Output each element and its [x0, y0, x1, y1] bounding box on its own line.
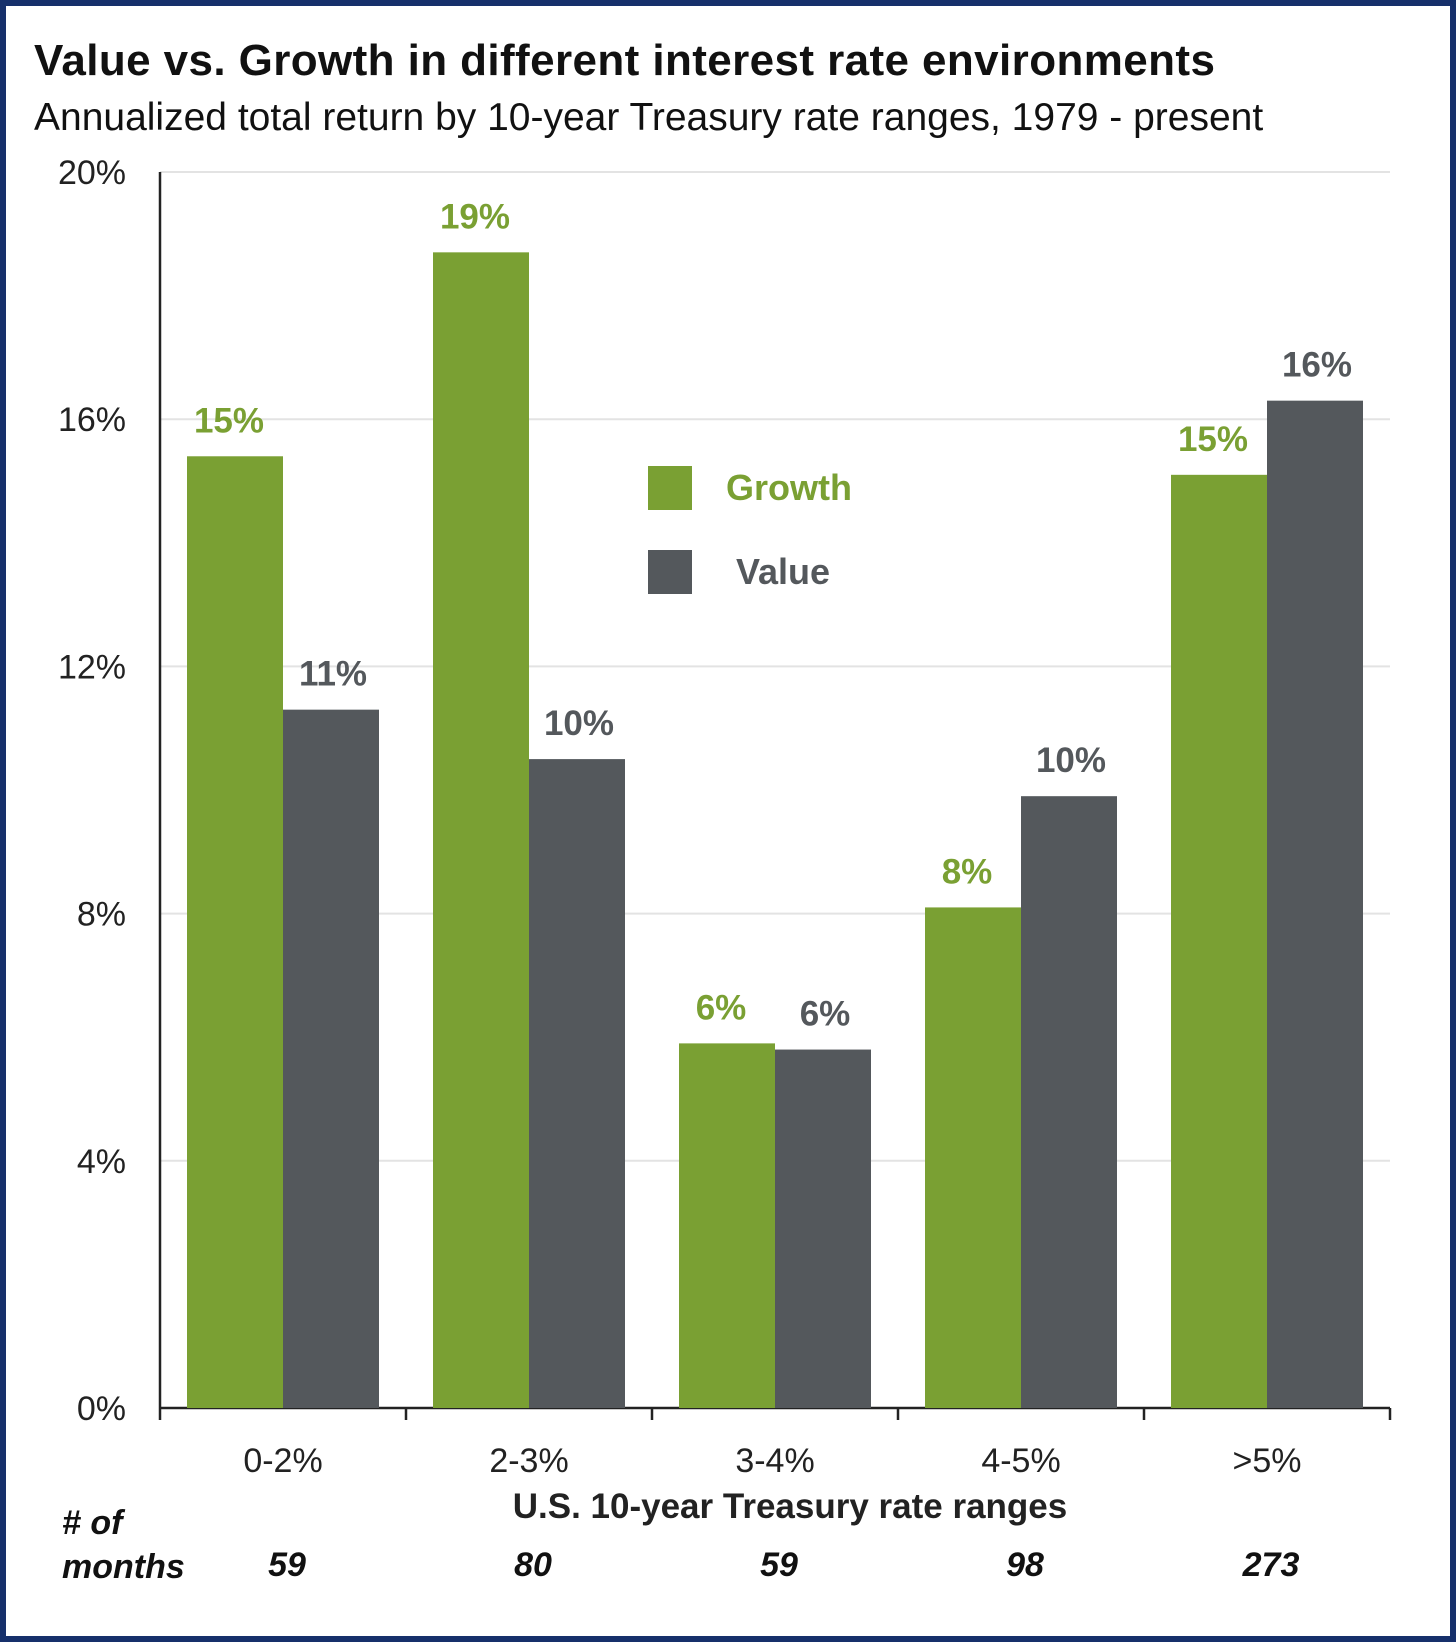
data-label-growth: 15%	[194, 401, 264, 440]
y-tick-label: 12%	[58, 648, 126, 686]
data-label-value: 6%	[800, 995, 851, 1034]
x-tick-label: 2-3%	[489, 1442, 568, 1480]
data-label-growth: 19%	[440, 197, 510, 236]
legend-swatch-growth	[648, 466, 692, 510]
months-value: 59	[760, 1546, 798, 1584]
y-tick-label: 20%	[58, 154, 126, 192]
legend-swatch-value	[648, 550, 692, 594]
y-tick-label: 8%	[77, 896, 126, 934]
bar-value	[1267, 400, 1363, 1408]
bar-value	[529, 759, 625, 1408]
months-value: 98	[1006, 1546, 1044, 1584]
months-label: # of	[62, 1504, 126, 1542]
bar-growth	[433, 252, 529, 1409]
data-label-growth: 15%	[1178, 420, 1248, 459]
x-axis-title: U.S. 10-year Treasury rate ranges	[513, 1487, 1067, 1526]
months-value: 59	[268, 1546, 306, 1584]
bar-value	[1021, 796, 1117, 1408]
x-tick-label: 4-5%	[981, 1442, 1060, 1480]
bar-growth	[925, 907, 1021, 1408]
bar-value	[283, 709, 379, 1408]
bar-value	[775, 1049, 871, 1408]
y-tick-label: 4%	[77, 1143, 126, 1181]
data-label-value: 16%	[1282, 346, 1352, 385]
bar-growth	[187, 456, 283, 1408]
x-tick-label: 3-4%	[735, 1442, 814, 1480]
legend-label-growth: Growth	[726, 467, 852, 508]
x-tick-label: >5%	[1233, 1442, 1302, 1480]
bar-growth	[1171, 474, 1267, 1408]
x-tick-label: 0-2%	[243, 1442, 322, 1480]
y-tick-label: 16%	[58, 401, 126, 439]
bar-growth	[679, 1043, 775, 1408]
y-tick-label: 0%	[77, 1390, 126, 1428]
data-label-growth: 6%	[696, 988, 747, 1027]
months-label: months	[62, 1548, 185, 1586]
data-label-value: 10%	[544, 704, 614, 743]
months-value: 80	[514, 1546, 552, 1584]
months-value: 273	[1242, 1546, 1300, 1584]
chart-subtitle: Annualized total return by 10-year Treas…	[34, 96, 1264, 139]
data-label-value: 11%	[299, 655, 367, 694]
data-label-growth: 8%	[942, 852, 993, 891]
legend-label-value: Value	[736, 551, 830, 592]
data-label-value: 10%	[1036, 741, 1106, 780]
chart-title: Value vs. Growth in different interest r…	[34, 36, 1216, 85]
